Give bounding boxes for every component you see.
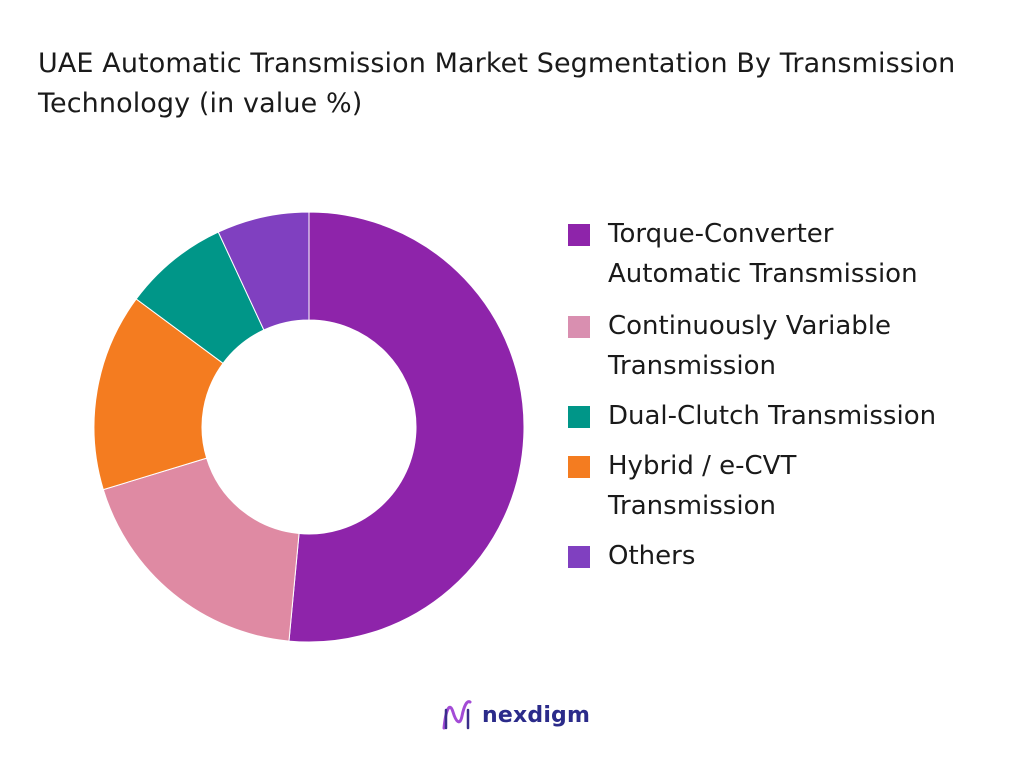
brand-name: nexdigm xyxy=(482,702,591,728)
brand-logo: nexdigm xyxy=(440,698,590,732)
donut-slice-5 xyxy=(217,211,310,331)
legend-label-line: Transmission xyxy=(608,351,776,381)
legend-item: Others xyxy=(568,536,695,576)
legend-swatch xyxy=(568,316,590,338)
legend-label: Dual-Clutch Transmission xyxy=(608,396,936,436)
legend-item: Dual-Clutch Transmission xyxy=(568,396,936,436)
legend-swatch xyxy=(568,456,590,478)
legend-label: Others xyxy=(608,536,695,576)
donut-slice-1 xyxy=(288,211,525,643)
legend-label-line: Hybrid / e-CVT xyxy=(608,451,797,481)
legend-swatch xyxy=(568,546,590,568)
legend-label-line: Continuously Variable xyxy=(608,311,891,341)
legend-swatch xyxy=(568,224,590,246)
legend-label-line: Others xyxy=(608,541,696,571)
legend-label-line: Automatic Transmission xyxy=(608,259,918,289)
legend-item: Hybrid / e-CVT Transmission xyxy=(568,446,796,526)
legend-label-line: Dual-Clutch Transmission xyxy=(608,401,937,431)
donut-slice-2 xyxy=(102,457,300,642)
legend-label-line: Torque-Converter xyxy=(608,219,834,249)
donut-slices xyxy=(93,211,525,643)
legend-label: Torque-Converter Automatic Transmission xyxy=(608,214,918,294)
legend-label: Continuously Variable Transmission xyxy=(608,306,891,386)
chart-title: UAE Automatic Transmission Market Segmen… xyxy=(38,48,956,119)
legend-label-line: Transmission xyxy=(608,491,776,521)
nexdigm-logo-icon xyxy=(442,700,472,730)
donut-slice-3 xyxy=(93,298,224,491)
legend-item: Torque-Converter Automatic Transmission xyxy=(568,214,918,294)
legend-item: Continuously Variable Transmission xyxy=(568,306,891,386)
legend-label: Hybrid / e-CVT Transmission xyxy=(608,446,796,526)
legend-swatch xyxy=(568,406,590,428)
